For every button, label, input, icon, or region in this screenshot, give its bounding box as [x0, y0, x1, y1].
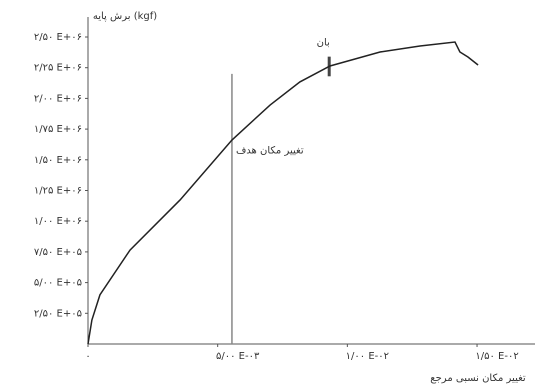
y-tick-label: ۱/۵۰ E+۰۶ [34, 155, 82, 166]
x-tick-label: ۵/۰۰ E-۰۳ [216, 351, 260, 362]
y-tick-label: ۲/۵۰ E+۰۶ [34, 32, 82, 43]
x-tick-label: ۱/۵۰ E-۰۲ [475, 351, 518, 362]
x-axis-title: تغییر مکان نسبی مرجع [430, 373, 526, 384]
x-tick-label: ۰ [85, 351, 90, 362]
y-tick-label: ۷/۵۰ E+۰۵ [34, 247, 82, 258]
y-tick-label: ۱/۲۵ E+۰۶ [34, 186, 82, 197]
annotation: تغییر مکان هدف [236, 146, 304, 157]
y-tick-label: ۱/۷۵ E+۰۶ [34, 124, 82, 135]
y-tick-label: ۲/۵۰ E+۰۵ [34, 308, 82, 319]
y-tick-label: ۱/۰۰ E+۰۶ [34, 216, 82, 227]
y-tick-label: ۲/۰۰ E+۰۶ [34, 93, 82, 104]
y-tick-label: ۵/۰۰ E+۰۵ [34, 278, 82, 289]
data-line [87, 41, 479, 345]
x-tick-label: ۱/۰۰ E-۰۲ [346, 351, 389, 362]
annotation: بان [317, 38, 330, 49]
y-axis-title: برش پایه (kgf) [93, 11, 157, 22]
y-tick-label: ۲/۲۵ E+۰۶ [34, 63, 82, 74]
